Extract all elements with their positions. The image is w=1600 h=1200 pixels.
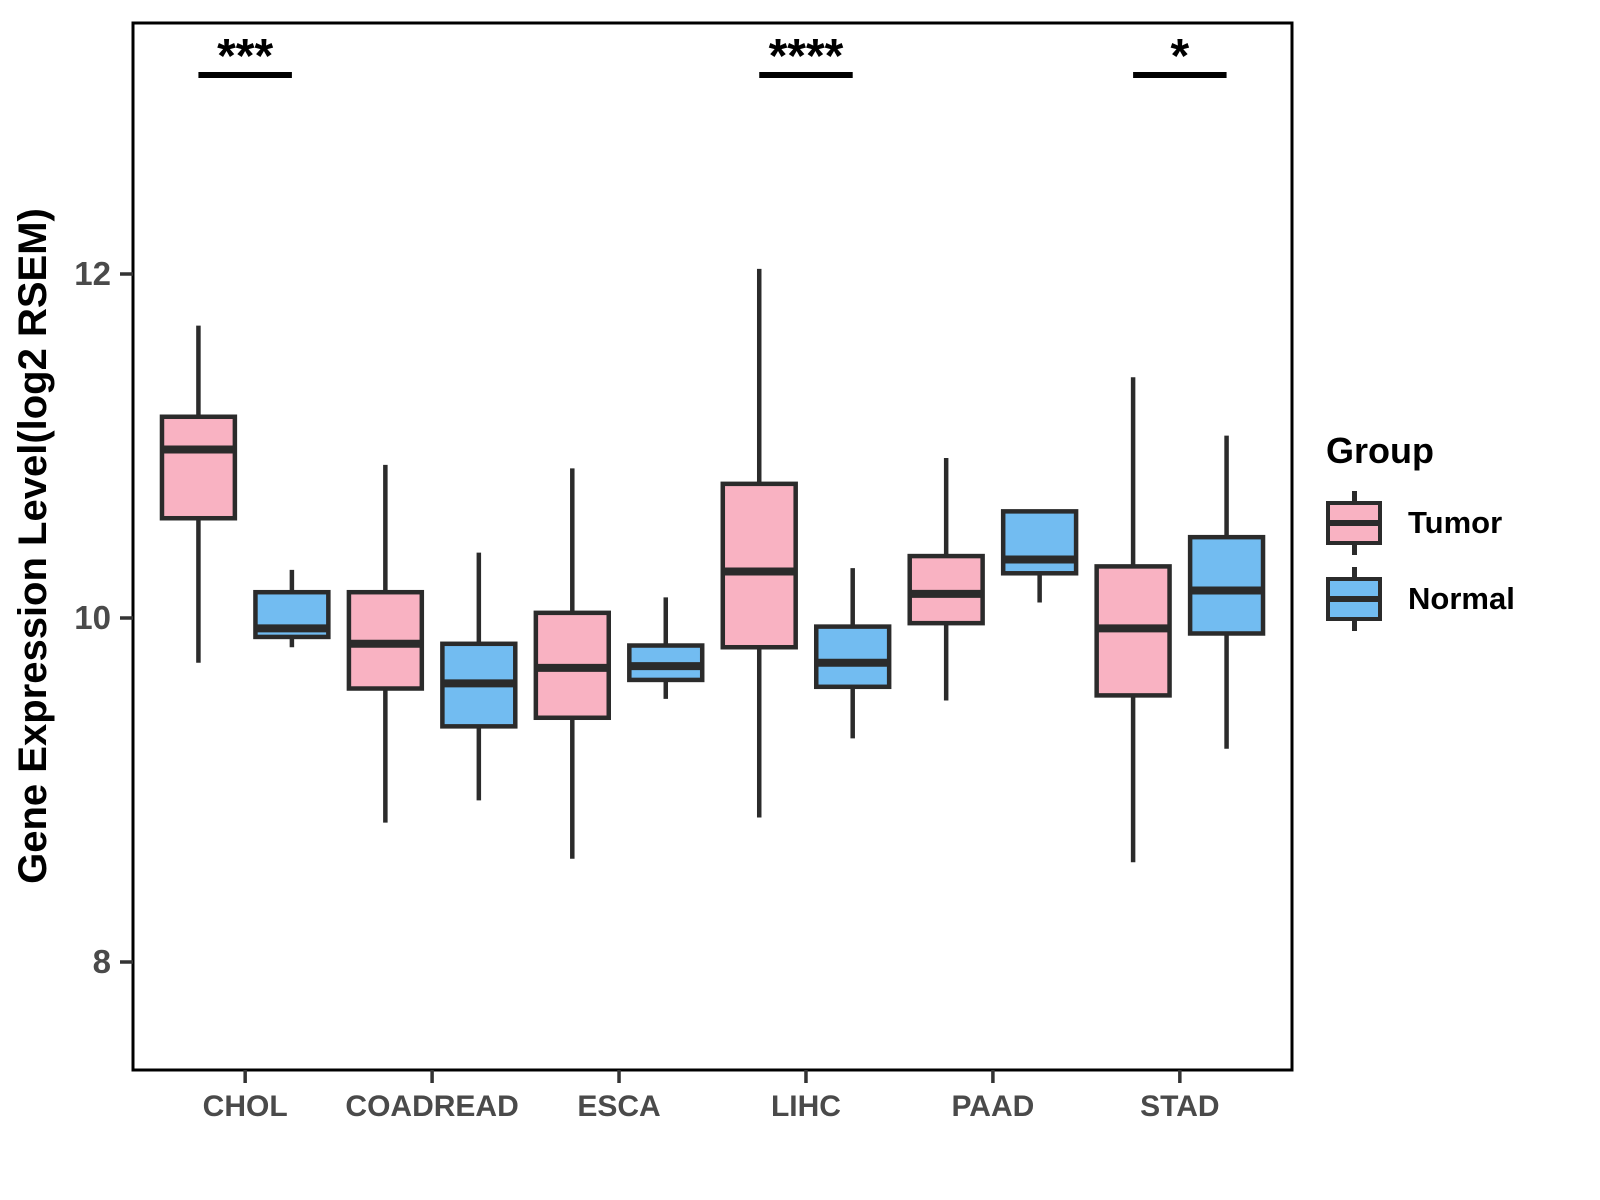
box-normal-STAD (1187, 534, 1266, 636)
key-median (1330, 520, 1378, 526)
key-median (1330, 596, 1378, 602)
box-tumor-LIHC (720, 481, 798, 650)
y-tick-label-8: 8 (93, 943, 111, 980)
x-tick-label-PAAD: PAAD (952, 1090, 1035, 1123)
box-tumor-CHOL (159, 414, 238, 521)
y-axis-title: Gene Expression Level(log2 RSEM) (11, 208, 55, 884)
key-box-normal (1326, 577, 1382, 621)
legend-item-tumor: Tumor (1326, 490, 1515, 556)
x-tick-label-STAD: STAD (1140, 1090, 1219, 1123)
y-tick-label-12: 12 (74, 255, 111, 292)
significance-stars-LIHC: **** (769, 30, 844, 83)
significance-stars-CHOL: *** (217, 30, 273, 83)
box-normal-LIHC (813, 624, 892, 690)
tumor-boxplot-key-icon (1326, 491, 1382, 555)
legend: Group Tumor Normal (1326, 430, 1515, 642)
legend-label-tumor: Tumor (1408, 505, 1503, 540)
key-box-tumor (1326, 501, 1382, 545)
legend-item-normal: Normal (1326, 566, 1515, 632)
legend-title: Group (1326, 430, 1434, 471)
box-tumor-PAAD (907, 553, 985, 626)
x-tick-label-CHOL: CHOL (203, 1090, 288, 1123)
normal-boxplot-key-icon (1326, 567, 1382, 631)
box-normal-PAAD (1000, 509, 1079, 576)
significance-stars-STAD: * (1170, 30, 1189, 83)
legend-label-normal: Normal (1408, 581, 1515, 616)
x-tick-label-ESCA: ESCA (577, 1090, 660, 1123)
x-tick-label-COADREAD: COADREAD (345, 1090, 518, 1123)
panel-border (131, 21, 1294, 1072)
y-tick-label-10: 10 (74, 599, 111, 636)
x-tick-label-LIHC: LIHC (771, 1090, 841, 1123)
